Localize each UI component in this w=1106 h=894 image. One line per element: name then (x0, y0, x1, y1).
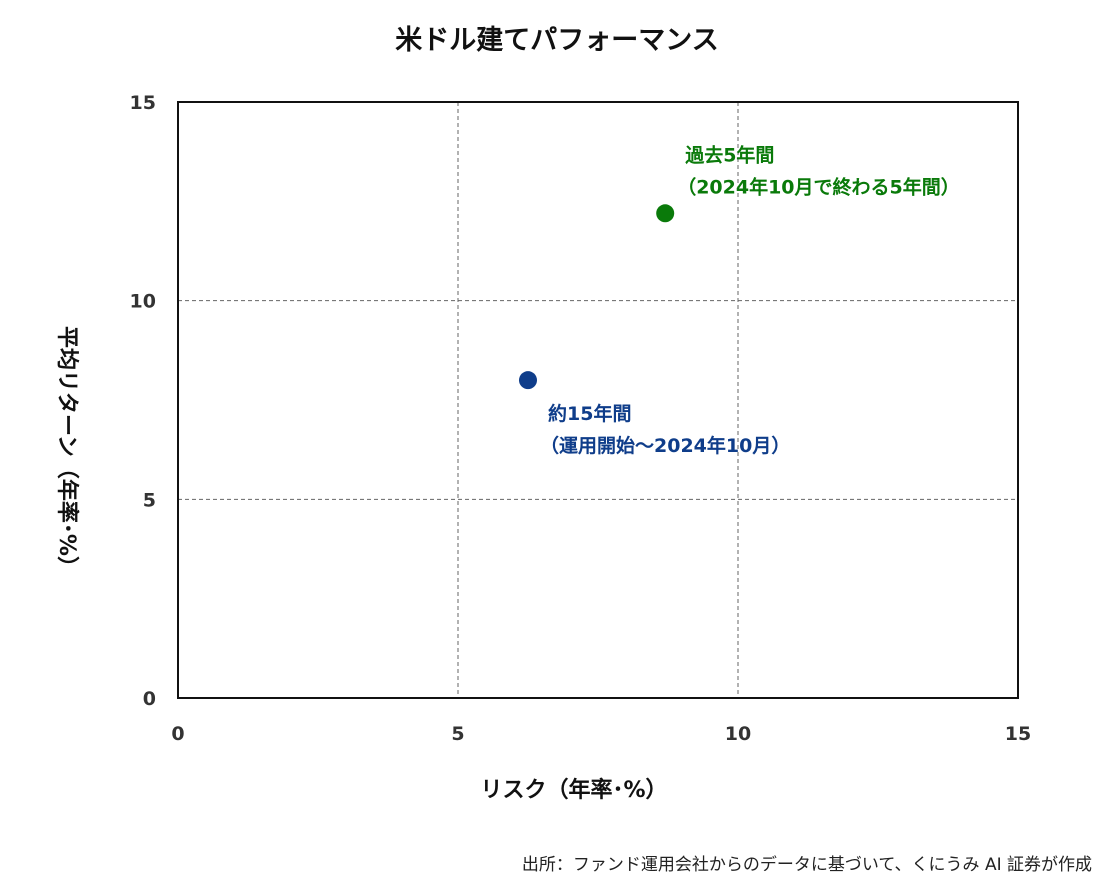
point-annotation-line: 約15年間 (548, 402, 631, 425)
grid-lines (178, 102, 1018, 698)
plot-area-border (177, 101, 1019, 699)
x-tick-label: 10 (725, 723, 751, 745)
chart-title: 米ドル建てパフォーマンス (395, 25, 718, 56)
point-annotation-line: （運用開始～2024年10月） (540, 434, 790, 457)
y-tick-label: 10 (130, 291, 156, 313)
source-note: 出所：ファンド運用会社からのデータに基づいて、くにうみ AI 証券が作成 (521, 855, 1092, 875)
data-point (656, 204, 675, 223)
y-axis-label: 平均リターン（年率･%） (54, 326, 80, 578)
tick-labels: 0 5 10 15 0 5 10 15 (130, 92, 1032, 745)
point-annotation-line: 過去5年間 (685, 143, 774, 166)
x-tick-label: 15 (1005, 723, 1031, 745)
point-annotation-line: （2024年10月で終わる5年間） (677, 175, 960, 198)
data-point (519, 371, 537, 390)
y-tick-label: 5 (143, 489, 156, 511)
y-tick-label: 0 (143, 688, 156, 710)
x-axis-label: リスク（年率･%） (480, 777, 667, 803)
x-tick-label: 5 (451, 723, 464, 745)
y-tick-label: 15 (130, 92, 156, 114)
x-tick-label: 0 (171, 723, 184, 745)
point-annotations: 過去5年間 （2024年10月で終わる5年間） 約15年間 （運用開始～2024年10… (540, 143, 960, 457)
data-points (519, 204, 675, 390)
